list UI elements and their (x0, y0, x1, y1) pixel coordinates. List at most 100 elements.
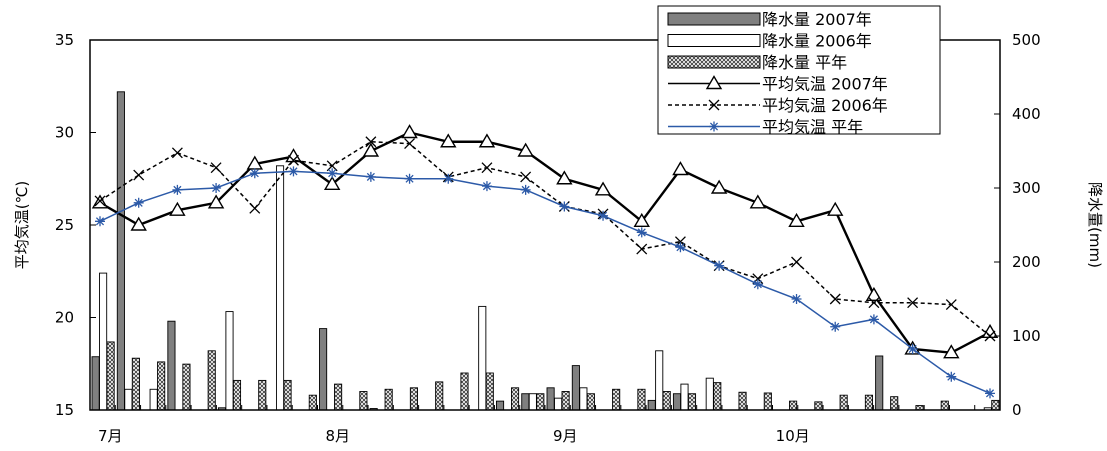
marker-x-22 (945, 299, 957, 311)
marker-x-4 (249, 202, 261, 214)
marker-star-0 (95, 216, 105, 227)
marker-x-2 (171, 147, 183, 159)
marker-star-19 (830, 321, 841, 332)
marker-star-7 (365, 171, 376, 182)
bar-gray-18 (546, 387, 555, 411)
marker-star-3 (211, 183, 222, 193)
bar-hatch-29 (839, 394, 848, 411)
bar-gray-3 (167, 320, 176, 411)
bar-white-18 (554, 397, 563, 411)
marker-x-19 (829, 293, 841, 305)
legend-swatch-white (667, 34, 761, 47)
bars-layer (91, 91, 1000, 411)
x-tick-label: 9月 (553, 427, 578, 445)
bar-white-17 (528, 393, 537, 411)
left-tick-label: 25 (55, 216, 74, 234)
bar-hatch-18 (561, 391, 570, 411)
legend-swatch-hatch (667, 55, 761, 69)
marker-star-2 (172, 184, 183, 195)
marker-x-6 (326, 160, 338, 172)
marker-triangle-20 (865, 286, 883, 301)
marker-star-15 (675, 242, 686, 253)
right-tick-label: 200 (1012, 253, 1041, 271)
marker-triangle-18 (788, 212, 805, 228)
marker-x-15 (674, 236, 686, 248)
marker-triangle-11 (517, 142, 534, 157)
bar-hatch-25 (738, 391, 747, 411)
marker-triangle-6 (323, 175, 341, 191)
marker-x-7 (365, 136, 377, 148)
bar-hatch-14 (460, 372, 469, 411)
marker-triangle-10 (478, 133, 496, 148)
marker-x-21 (907, 297, 919, 309)
bar-white-22 (655, 350, 664, 411)
bar-hatch-17 (536, 393, 545, 411)
bar-white-2 (149, 388, 158, 411)
marker-x-3 (210, 162, 222, 174)
bar-hatch-28 (814, 401, 823, 411)
bar-white-19 (579, 387, 588, 411)
bar-hatch-6 (258, 379, 267, 411)
bar-gray-1 (116, 91, 125, 411)
bar-gray-9 (319, 328, 328, 411)
bar-white-1 (124, 388, 133, 411)
bar-hatch-5 (232, 379, 242, 411)
marker-triangle-19 (826, 201, 844, 216)
marker-star-21 (907, 343, 918, 354)
right-tick-label: 500 (1012, 31, 1041, 49)
marker-x-18 (791, 256, 802, 268)
x-tick-label: 8月 (325, 427, 350, 445)
right-tick-label: 300 (1012, 179, 1041, 197)
marker-star-9 (443, 173, 454, 184)
bar-hatch-30 (864, 394, 873, 411)
bar-hatch-8 (308, 394, 317, 411)
marker-triangle-13 (594, 181, 612, 196)
marker-star-12 (559, 201, 570, 212)
marker-triangle-23 (981, 323, 999, 338)
bar-hatch-31 (890, 396, 899, 411)
bar-hatch-24 (713, 382, 722, 411)
left-tick-label: 35 (55, 31, 74, 49)
line-triangle (99, 131, 991, 354)
marker-triangle-14 (633, 212, 650, 228)
marker-x-8 (404, 138, 416, 150)
legend-box (657, 5, 941, 135)
marker-star-23 (985, 388, 995, 399)
marker-star-16 (714, 260, 725, 271)
marker-triangle-9 (440, 133, 457, 148)
legend-label: 降水量 平年 (762, 53, 847, 72)
marker-star-8 (404, 173, 415, 184)
bar-hatch-35 (991, 399, 1000, 411)
bar-hatch-11 (384, 388, 393, 411)
marker-triangle-8 (401, 124, 418, 139)
legend-swatch-gray (667, 12, 761, 26)
bar-white-5 (225, 311, 234, 411)
marker-x-0 (94, 195, 106, 207)
marker-star-14 (636, 227, 647, 238)
legend-label: 平均気温 平年 (762, 118, 863, 137)
legend-marker-x (708, 99, 720, 111)
bar-hatch-9 (334, 383, 343, 411)
bar-hatch-16 (510, 387, 520, 411)
bar-hatch-21 (637, 388, 646, 411)
bar-white-7 (275, 165, 285, 411)
bar-hatch-13 (435, 381, 444, 411)
marker-star-18 (791, 294, 802, 304)
bar-hatch-27 (789, 400, 798, 411)
marker-triangle-1 (130, 216, 147, 231)
bar-hatch-19 (586, 393, 595, 411)
marker-x-14 (636, 243, 648, 255)
left-tick-label: 30 (55, 124, 74, 142)
line-x (99, 140, 991, 337)
legend-label: 降水量 2007年 (762, 10, 872, 29)
bar-gray-23 (672, 393, 682, 411)
bar-gray-0 (91, 356, 100, 411)
legend-marker-star (709, 121, 719, 132)
marker-star-10 (481, 181, 492, 192)
bar-hatch-0 (106, 341, 115, 411)
lines-layer (91, 124, 999, 399)
right-tick-label: 100 (1012, 327, 1041, 345)
marker-x-23 (984, 330, 996, 342)
